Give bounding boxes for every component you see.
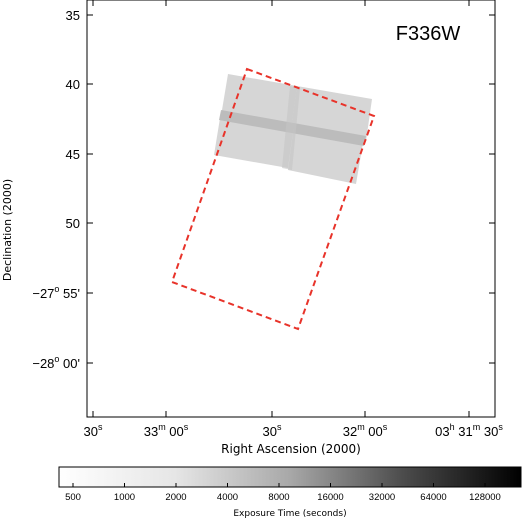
exposure-coverage <box>214 74 372 184</box>
colorbar-tick-label: 4000 <box>217 492 238 503</box>
y-tick-label: 45 <box>66 147 80 162</box>
colorbar-label: Exposure Time (seconds) <box>233 509 346 519</box>
x-tick-label: 33m 00s <box>144 422 189 439</box>
x-tick-label: 03h 31m 30s <box>435 422 503 439</box>
colorbar-tick-label: 64000 <box>420 492 446 503</box>
x-tick-label: 30s <box>263 422 282 439</box>
x-tick-label: 32m 00s <box>343 422 388 439</box>
colorbar-tick-label: 2000 <box>165 492 186 503</box>
exposure-overlap-band <box>282 86 300 170</box>
colorbar-tick-labels: 500 1000 2000 4000 8000 16000 32000 64000 128000 <box>65 483 501 503</box>
colorbar <box>58 466 522 488</box>
y-axis-label: Declination (2000) <box>1 179 14 281</box>
field-footprint <box>170 67 376 331</box>
colorbar-tick-label: 128000 <box>469 492 501 503</box>
filter-title: F336W <box>396 23 461 45</box>
x-tick-label: 30s <box>84 422 103 439</box>
y-tick-labels: 35 40 45 50 −27o 55' −28o 00' <box>32 8 80 371</box>
colorbar-tick-label: 1000 <box>114 492 135 503</box>
y-tick-label: 40 <box>66 77 80 92</box>
y-tick-label: −27o 55' <box>32 284 80 301</box>
y-tick-label: 50 <box>66 216 80 231</box>
x-tick-labels: 30s 33m 00s 30s 32m 00s 03h 31m 30s <box>84 422 504 439</box>
y-tick-label: 35 <box>66 8 80 23</box>
colorbar-tick-label: 32000 <box>369 492 395 503</box>
plot-frame <box>86 0 496 418</box>
colorbar-tick-label: 8000 <box>268 492 289 503</box>
y-tick-label: −28o 00' <box>32 354 80 371</box>
y-ticks <box>87 14 495 364</box>
x-ticks <box>92 0 470 417</box>
colorbar-tick-label: 16000 <box>317 492 343 503</box>
x-axis-label: Right Ascension (2000) <box>221 442 361 456</box>
colorbar-tick-label: 500 <box>65 492 81 503</box>
